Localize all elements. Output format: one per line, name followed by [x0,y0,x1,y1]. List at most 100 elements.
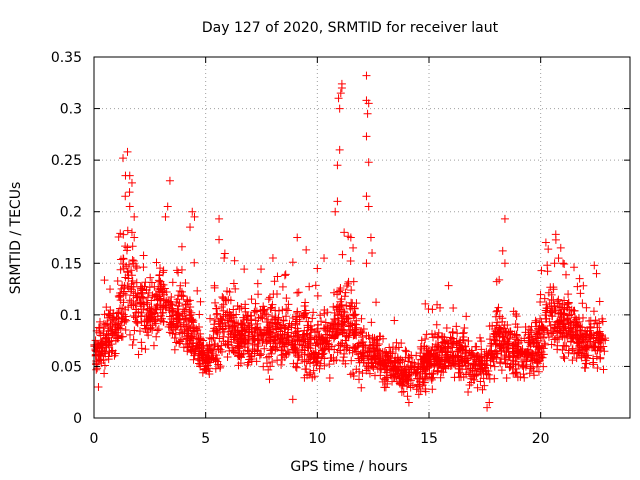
data-point [308,325,317,334]
data-point [564,298,573,307]
data-point [114,334,123,343]
data-point [348,348,357,357]
data-point [161,303,170,312]
data-point [215,334,224,343]
data-point [264,365,273,374]
data-point [389,367,398,376]
data-point [170,333,179,342]
data-point [440,337,449,346]
data-point [313,291,322,300]
data-point [250,340,259,349]
data-point [154,325,163,334]
data-point [163,202,172,211]
data-point [311,357,320,366]
data-point [260,344,269,353]
data-point [138,286,147,295]
data-point [599,365,608,374]
data-point [500,214,509,223]
data-point [562,315,571,324]
data-point [590,261,599,270]
data-point [358,352,367,361]
data-point [235,344,244,353]
data-point [154,284,163,293]
data-point [432,320,441,329]
data-point [551,306,560,315]
data-point [362,132,371,141]
data-point [278,282,287,291]
data-point [349,371,358,380]
data-point [350,330,359,339]
data-point [537,266,546,275]
data-point [502,328,511,337]
data-point [147,314,156,323]
x-tick-label: 10 [308,431,326,447]
data-point [100,276,109,285]
data-point [337,79,346,88]
data-point [503,359,512,368]
data-point [393,369,402,378]
data-point [585,331,594,340]
data-point [579,281,588,290]
data-point [397,380,406,389]
data-point [448,357,457,366]
data-point [406,376,415,385]
data-point [220,318,229,327]
data-point [459,328,468,337]
data-point [352,347,361,356]
data-point [497,347,506,356]
data-point [522,348,531,357]
data-point [421,385,430,394]
data-point [167,308,176,317]
data-point [142,328,151,337]
data-point [347,286,356,295]
data-point [116,324,125,333]
data-point [258,312,267,321]
data-point [292,363,301,372]
data-point [355,358,364,367]
data-point [469,360,478,369]
data-point [105,348,114,357]
data-point [294,288,303,297]
data-point [526,342,535,351]
data-point [589,358,598,367]
data-point [391,353,400,362]
data-point [147,296,156,305]
data-point [130,212,139,221]
data-point [501,352,510,361]
data-point [370,355,379,364]
data-point [323,322,332,331]
data-point [350,304,359,313]
data-point [560,354,569,363]
data-point [287,332,296,341]
data-point [185,307,194,316]
data-point [284,348,293,357]
data-point [150,308,159,317]
data-point [120,281,129,290]
data-point [116,288,125,297]
data-point [117,332,126,341]
data-point [211,355,220,364]
data-point [340,292,349,301]
data-point [466,364,475,373]
data-point [300,350,309,359]
data-point [588,360,597,369]
data-point [573,321,582,330]
data-point [428,385,437,394]
data-point [333,161,342,170]
data-point [356,328,365,337]
data-point [306,325,315,334]
data-point [551,230,560,239]
data-point [442,323,451,332]
data-point [446,347,455,356]
data-point [464,336,473,345]
data-point [311,281,320,290]
data-point [141,345,150,354]
data-point [186,324,195,333]
data-point [119,264,128,273]
data-point [338,325,347,334]
data-point [114,314,123,323]
data-point [372,336,381,345]
data-point [434,333,443,342]
data-point [336,89,345,98]
data-point [305,331,314,340]
